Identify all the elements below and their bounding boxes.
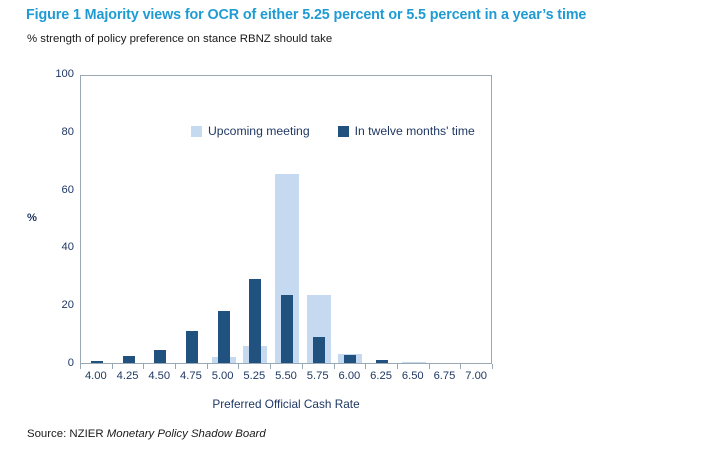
x-axis-tick [396, 364, 398, 369]
x-axis-tick-label: 5.50 [275, 370, 297, 382]
x-axis-tick [206, 364, 208, 369]
y-axis-tick-label: 80 [61, 125, 74, 138]
y-axis-tick-label: 40 [61, 241, 74, 254]
x-axis-tick [460, 364, 462, 369]
legend-label: Upcoming meeting [208, 124, 310, 138]
x-axis-tick-label: 4.50 [148, 370, 171, 382]
plot-area: Upcoming meeting In twelve months' time [80, 75, 492, 364]
x-axis-tick [143, 364, 145, 369]
page-subtitle: % strength of policy preference on stanc… [27, 33, 333, 45]
y-axis-tick-label: 0 [67, 357, 74, 369]
x-axis-tick [238, 364, 240, 369]
page-title: Figure 1 Majority views for OCR of eithe… [26, 7, 587, 23]
bar-in-twelve-months [90, 360, 103, 363]
x-axis-tick-label: 5.25 [243, 370, 266, 382]
legend-swatch-icon [337, 125, 349, 137]
legend-label: In twelve months' time [354, 124, 475, 138]
bar-in-twelve-months [280, 295, 293, 363]
bar-in-twelve-months [122, 355, 135, 363]
x-axis-tick [270, 364, 272, 369]
y-axis-title: % [27, 212, 37, 224]
y-axis-tick-label: 100 [55, 68, 74, 80]
bar-in-twelve-months [154, 350, 167, 363]
bar-in-twelve-months [249, 279, 262, 363]
legend-swatch-icon [191, 125, 202, 137]
x-axis-tick [175, 364, 177, 369]
bar-in-twelve-months [217, 310, 230, 363]
bar-in-twelve-months [185, 331, 198, 363]
x-axis-tick [80, 364, 81, 369]
x-axis-tick [301, 364, 303, 369]
bars-layer [81, 76, 491, 363]
x-axis-tick-label: 4.00 [84, 370, 107, 382]
x-axis-tick-label: 7.00 [465, 370, 488, 382]
x-axis-tick-label: 6.75 [433, 370, 456, 382]
bar-in-twelve-months [312, 337, 325, 363]
bar-in-twelve-months [376, 360, 389, 363]
chart-container: 0 20 40 60 80 100 % Upcoming meeting In twelve… [0, 58, 705, 411]
source-note: Source: NZIER Monetary Policy Shadow Boa… [27, 428, 266, 440]
x-axis-tick-label: 4.25 [116, 370, 139, 382]
x-axis-tick [111, 364, 113, 369]
source-publication: Monetary Policy Shadow Board [106, 428, 266, 440]
legend-item: In twelve months' time [337, 124, 475, 138]
y-axis-tick-label: 60 [61, 183, 74, 196]
x-axis-tick [365, 364, 367, 369]
chart-legend: Upcoming meeting In twelve months' time [191, 124, 475, 138]
x-axis-tick-label: 6.50 [401, 370, 424, 382]
source-prefix: Source: NZIER [27, 428, 107, 440]
y-axis-tick-label: 20 [61, 299, 74, 312]
x-axis-tick [492, 364, 493, 369]
x-axis-tick-label: 5.00 [211, 370, 234, 382]
x-axis-tick-label: 6.00 [338, 370, 361, 382]
bar-upcoming-meeting [401, 361, 426, 363]
bar-in-twelve-months [344, 354, 357, 363]
legend-item: Upcoming meeting [191, 124, 310, 138]
x-axis-title: Preferred Official Cash Rate [212, 397, 360, 411]
x-axis-tick [428, 364, 430, 369]
x-axis-tick-label: 5.75 [306, 370, 329, 382]
x-axis-tick-label: 4.75 [180, 370, 202, 382]
x-axis-tick-label: 6.25 [370, 370, 392, 382]
x-axis-tick [333, 364, 335, 369]
